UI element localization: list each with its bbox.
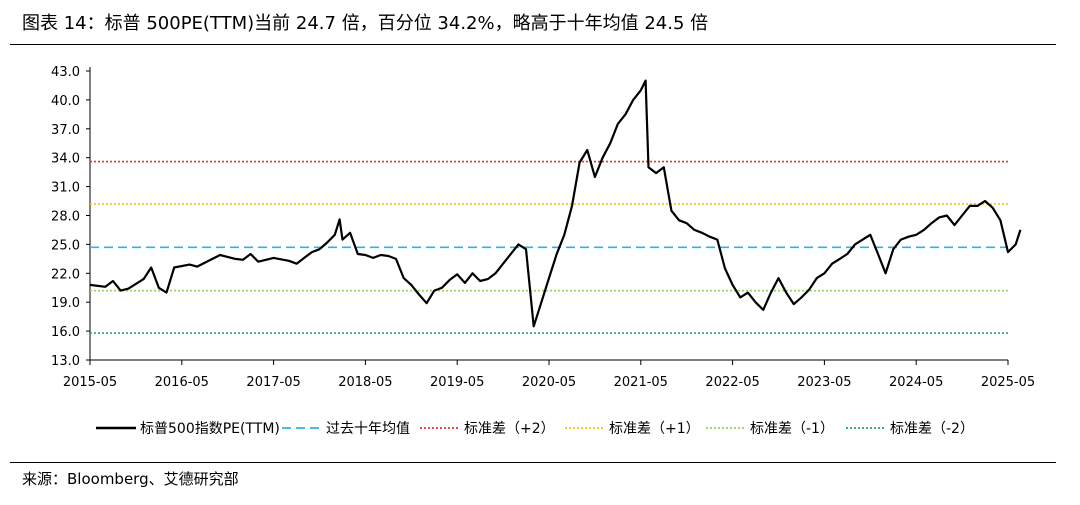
legend-label: 标准差（+2） <box>464 421 555 437</box>
y-tick-label: 19.0 <box>51 296 80 311</box>
y-tick-label: 34.0 <box>51 152 80 167</box>
legend-label: 标准差（-2） <box>890 421 974 437</box>
bottom-rule <box>10 462 1056 463</box>
pe-line-chart: 13.0 16.0 19.0 22.0 25.0 28.0 31.0 34.0 37.0 40.0… <box>51 65 1035 437</box>
x-tick-label: 2025-05 <box>981 375 1035 390</box>
x-tick-label: 2018-05 <box>338 375 392 390</box>
y-tick-label: 22.0 <box>51 267 80 282</box>
y-tick-label: 25.0 <box>51 238 80 253</box>
x-tick-label: 2019-05 <box>430 375 484 390</box>
x-tick-label: 2023-05 <box>797 375 851 390</box>
y-tick-label: 37.0 <box>51 123 80 138</box>
x-tick-label: 2020-05 <box>522 375 576 390</box>
legend-label: 标准差（+1） <box>609 421 700 437</box>
y-tick-label: 40.0 <box>51 94 80 109</box>
x-tick-label: 2017-05 <box>246 375 300 390</box>
x-tick-label: 2024-05 <box>889 375 943 390</box>
top-rule <box>10 44 1056 45</box>
x-tick-label: 2021-05 <box>614 375 668 390</box>
x-tick-label: 2015-05 <box>63 375 117 390</box>
chart-title: 图表 14：标普 500PE(TTM)当前 24.7 倍，百分位 34.2%，略… <box>22 13 709 34</box>
y-tick-label: 13.0 <box>51 354 80 369</box>
y-tick-label: 16.0 <box>51 325 80 340</box>
legend-label: 过去十年均值 <box>326 421 410 437</box>
legend-label: 标准差（-1） <box>750 421 834 437</box>
pe-series-line <box>89 79 1022 328</box>
legend-label: 标普500指数PE(TTM) <box>140 421 280 437</box>
x-tick-label: 2016-05 <box>155 375 209 390</box>
y-tick-label: 43.0 <box>51 65 80 80</box>
y-tick-label: 31.0 <box>51 181 80 196</box>
chart-header: 图表 14：标普 500PE(TTM)当前 24.7 倍，百分位 34.2%，略… <box>0 0 1080 40</box>
y-tick-label: 28.0 <box>51 210 80 225</box>
x-tick-label: 2022-05 <box>705 375 759 390</box>
source-note: 来源：Bloomberg、艾德研究部 <box>22 470 239 488</box>
